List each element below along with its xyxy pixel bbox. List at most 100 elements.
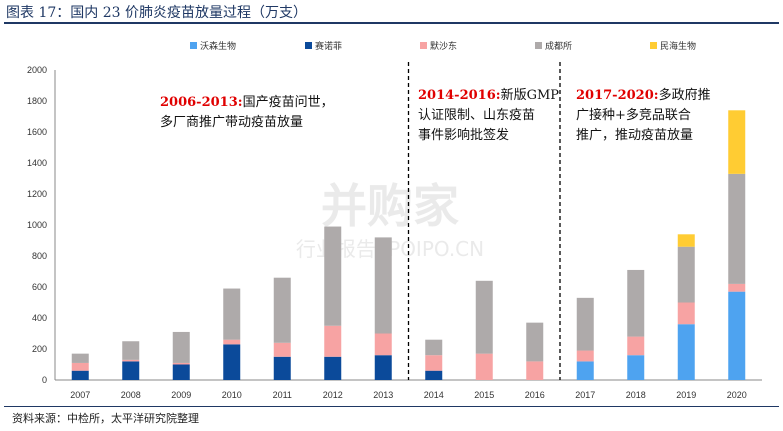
chart-bars: [71, 110, 746, 380]
y-tick-label: 1000: [27, 220, 47, 230]
watermark-logo-text: 并购家: [321, 179, 459, 233]
annotation-period: 2014-2016:: [418, 88, 501, 103]
bar-segment: [374, 237, 392, 334]
x-tick-label: 2017: [575, 390, 595, 400]
bar-segment: [122, 361, 140, 380]
bar-segment: [71, 353, 89, 363]
bar-segment: [172, 364, 190, 380]
annotation-text: 事件影响批签发: [418, 127, 509, 143]
bar-segment: [425, 339, 443, 356]
annotation-text: 国产疫苗问世，: [243, 94, 334, 110]
bar-segment: [273, 342, 291, 357]
legend-swatch: [305, 42, 312, 49]
bar-segment: [425, 355, 443, 371]
bar-segment: [172, 362, 190, 365]
bar-segment: [728, 173, 746, 284]
legend-swatch: [650, 42, 657, 49]
annotation-line: 2017-2020:多政府推: [576, 87, 711, 103]
annotation-line: 认证限制、山东疫苗: [418, 107, 535, 123]
stacked-bar-chart: 并购家行业报告 IPOIPO.CN 2007200820092010201120…: [27, 40, 762, 400]
y-tick-label: 800: [32, 251, 47, 261]
bar-segment: [728, 283, 746, 292]
y-tick-label: 1600: [27, 127, 47, 137]
legend-swatch: [535, 42, 542, 49]
y-tick-label: 0: [42, 375, 47, 385]
bar-segment: [324, 226, 342, 326]
bar-segment: [475, 353, 493, 380]
bar-segment: [526, 322, 544, 362]
phase-dividers: [407, 62, 561, 380]
x-tick-label: 2013: [373, 390, 393, 400]
x-tick-label: 2014: [424, 390, 444, 400]
legend-label: 成都所: [545, 40, 572, 52]
y-tick-label: 1800: [27, 96, 47, 106]
annotation-line: 2006-2013:国产疫苗问世，: [160, 94, 334, 110]
legend-label: 民海生物: [660, 40, 696, 52]
bar-segment: [677, 324, 695, 380]
bar-segment: [526, 361, 544, 380]
bar-segment: [576, 350, 594, 362]
bar-segment: [223, 344, 241, 380]
bar-segment: [677, 234, 695, 247]
x-tick-label: 2010: [222, 390, 242, 400]
bar-segment: [223, 339, 241, 345]
bar-segment: [122, 341, 140, 360]
annotation-text: 新版GMP: [501, 87, 560, 103]
annotation-text: 推广，推动疫苗放量: [576, 127, 693, 143]
bar-segment: [71, 370, 89, 380]
bar-segment: [728, 291, 746, 380]
annotation-period: 2006-2013:: [160, 95, 243, 110]
x-tick-label: 2008: [121, 390, 141, 400]
y-tick-label: 600: [32, 282, 47, 292]
bar-segment: [627, 336, 645, 356]
bar-segment: [576, 361, 594, 380]
bar-segment: [324, 356, 342, 380]
bar-segment: [627, 269, 645, 337]
x-tick-label: 2018: [626, 390, 646, 400]
annotation-text: 认证限制、山东疫苗: [418, 107, 535, 123]
bar-segment: [374, 333, 392, 356]
y-tick-label: 2000: [27, 65, 47, 75]
bar-segment: [324, 325, 342, 357]
y-tick-labels: 0 200 400 600 800 1000 1200 1400 1600 1800 2000: [27, 65, 47, 385]
title-rule: [4, 22, 779, 24]
bar-segment: [223, 288, 241, 340]
x-tick-label: 2007: [70, 390, 90, 400]
annotation-line: 多厂商推广带动疫苗放量: [160, 114, 303, 130]
bar-segment: [273, 356, 291, 380]
bar-segment: [475, 280, 493, 354]
annotation-line: 推广，推动疫苗放量: [576, 127, 693, 143]
bar-segment: [122, 359, 140, 362]
bar-segment: [71, 362, 89, 371]
x-tick-label: 2009: [171, 390, 191, 400]
bar-segment: [677, 302, 695, 325]
annotation-line: 广接种+多竞品联合: [576, 107, 691, 123]
x-tick-label: 2011: [273, 390, 292, 400]
bar-segment: [627, 355, 645, 380]
bar-segment: [273, 277, 291, 343]
phase-annotations: 2006-2013:国产疫苗问世， 多厂商推广带动疫苗放量 2014-2016:新版…: [160, 87, 711, 143]
bar-segment: [728, 110, 746, 174]
x-tick-label: 2012: [323, 390, 343, 400]
figure-title: 图表 17：国内 23 价肺炎疫苗放量过程（万支）: [6, 5, 307, 21]
x-tick-labels: 2007 2008 2009 2010 2011 2012 2013 2014 2015 2016…: [70, 390, 747, 400]
annotation-line: 事件影响批签发: [418, 127, 509, 143]
annotation-text: 多厂商推广带动疫苗放量: [160, 114, 303, 130]
legend-label: 沃森生物: [200, 40, 236, 52]
chart-legend: 沃森生物 赛诺菲 默沙东 成都所 民海生物: [190, 40, 696, 52]
x-tick-label: 2016: [525, 390, 545, 400]
bar-segment: [677, 246, 695, 303]
x-tick-label: 2020: [727, 390, 747, 400]
y-tick-label: 400: [32, 313, 47, 323]
annotation-period: 2017-2020:: [576, 88, 659, 103]
bar-segment: [172, 331, 190, 363]
bar-segment: [576, 297, 594, 351]
y-tick-label: 1400: [27, 158, 47, 168]
y-tick-label: 1200: [27, 189, 47, 199]
legend-label: 默沙东: [430, 40, 457, 52]
x-tick-label: 2019: [676, 390, 696, 400]
y-tick-label: 200: [32, 344, 47, 354]
bottom-rule: [4, 406, 779, 407]
legend-swatch: [190, 42, 197, 49]
annotation-text: 多政府推: [659, 87, 711, 103]
